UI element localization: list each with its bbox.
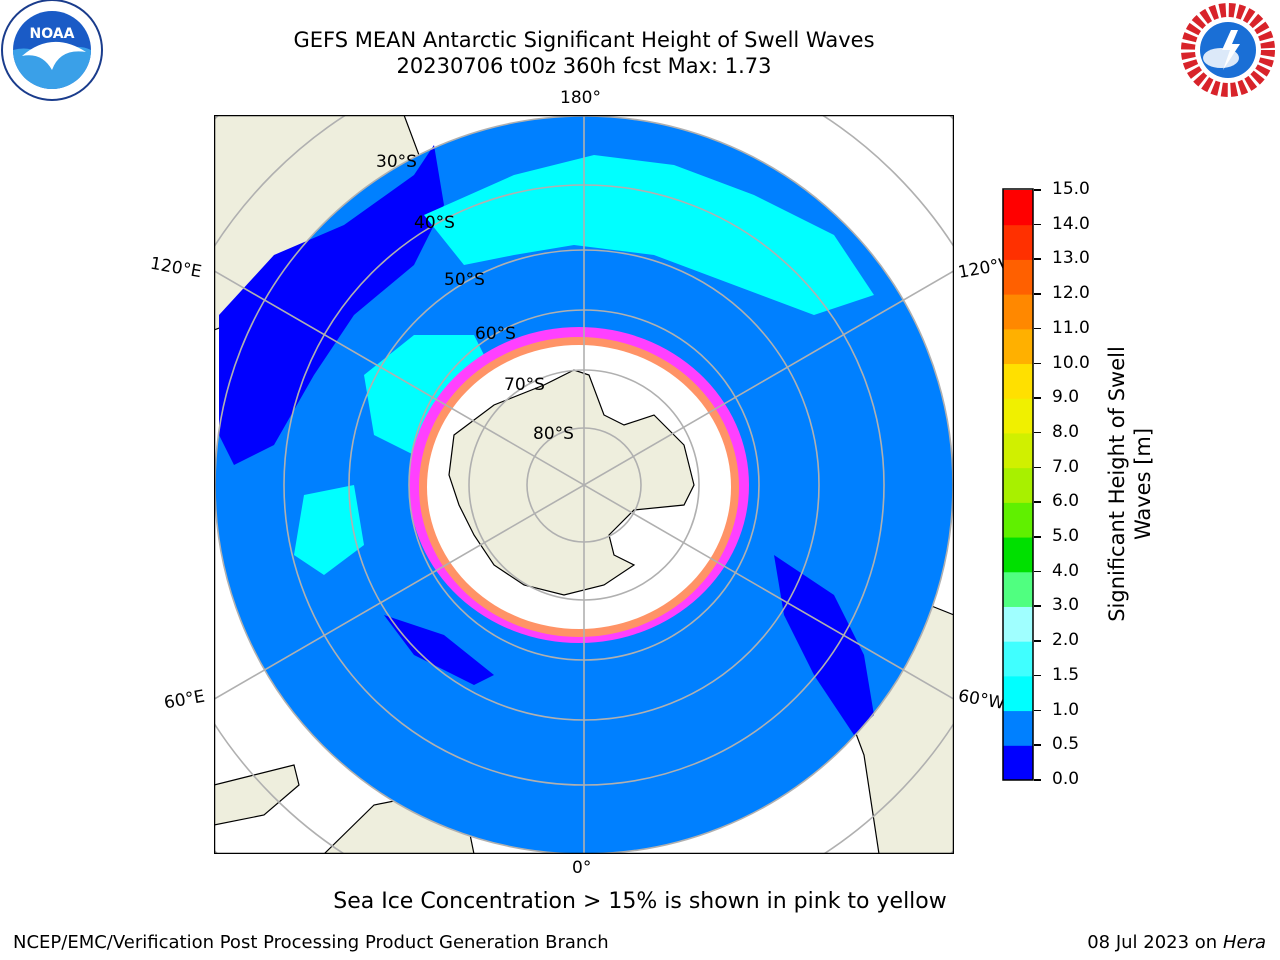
colorbar-tick-mark [1034,293,1041,295]
noaa-logo-text: NOAA [30,26,75,42]
colorbar-box-6 [1003,537,1033,573]
colorbar-tick-mark [1034,570,1041,573]
parallel-label-80s: 80°S [533,424,574,444]
colorbar-tick-label: 8.0 [1052,421,1080,442]
colorbar-box-10 [1003,398,1033,434]
colorbar-tick-label: 5.0 [1052,526,1080,547]
colorbar-label-line1: Significant Height of Swell [1105,346,1129,622]
noaa-logo: NOAA [1,0,103,101]
colorbar-tick-mark [1034,466,1041,469]
parallel-label-60s: 60°S [475,324,516,344]
colorbar-label-line2: Waves [m] [1131,427,1155,541]
colorbar-tick-mark [1034,189,1041,191]
colorbar-tick-label: 14.0 [1052,213,1090,234]
colorbar-box-2 [1003,675,1033,712]
colorbar [1002,188,1034,781]
swell-low-region-east [774,555,874,735]
swell-mid-region-north [424,155,874,315]
colorbar-tick-mark [1034,744,1041,746]
colorbar-box-9 [1003,432,1033,469]
credit-left: NCEP/EMC/Verification Post Processing Pr… [13,932,609,953]
colorbar-box-7 [1003,502,1033,538]
colorbar-tick-mark [1034,431,1041,434]
colorbar-tick-mark [1034,258,1041,260]
colorbar-tick-mark [1034,362,1041,365]
meridian-label-60e: 60°E [162,686,207,714]
colorbar-box-3 [1003,641,1033,677]
swell-low-region-west [219,145,444,465]
meridian-label-60w: 60°W [956,686,1007,714]
colorbar-tick-mark [1034,640,1041,642]
colorbar-tick-label: 0.5 [1052,734,1080,755]
colorbar-tick-mark [1034,501,1041,503]
colorbar-tick-mark [1034,327,1041,330]
colorbar-tick-label: 4.0 [1052,560,1080,581]
sea-ice-note: Sea Ice Concentration > 15% is shown in … [333,889,947,914]
colorbar-tick-mark [1034,397,1041,399]
swell-mid-region-sw [294,485,364,575]
colorbar-box-1 [1003,710,1033,746]
nws-logo [1178,0,1278,100]
colorbar-tick-label: 3.0 [1052,595,1080,616]
parallel-label-50s: 50°S [444,270,485,290]
credit-right: 08 Jul 2023 on Hera [1087,932,1266,953]
colorbar-tick-label: 10.0 [1052,352,1090,373]
colorbar-tick-label: 7.0 [1052,456,1080,477]
colorbar-box-12 [1003,328,1033,365]
meridian-label-0: 0° [572,858,592,878]
colorbar-box-11 [1003,363,1033,399]
colorbar-box-16 [1003,190,1033,226]
colorbar-tick-label: 1.0 [1052,699,1080,720]
parallel-label-40s: 40°S [414,213,455,233]
colorbar-box-5 [1003,571,1033,607]
swell-low-region-south [384,615,494,685]
colorbar-tick-mark [1034,674,1041,677]
colorbar-label: Significant Height of Swell Waves [m] [1104,346,1156,622]
colorbar-tick-label: 9.0 [1052,387,1080,408]
colorbar-box-13 [1003,294,1033,330]
colorbar-tick-label: 0.0 [1052,769,1080,789]
meridian-label-120e: 120°E [148,253,204,283]
credit-system: Hera [1222,932,1266,953]
title-line-1: GEFS MEAN Antarctic Significant Height o… [293,28,875,52]
colorbar-tick-label: 1.5 [1052,664,1080,685]
colorbar-tick-label: 13.0 [1052,248,1090,269]
parallel-label-70s: 70°S [504,375,545,395]
colorbar-box-0 [1003,745,1033,781]
colorbar-box-14 [1003,259,1033,295]
colorbar-tick-mark [1034,709,1041,712]
colorbar-tick-mark [1034,536,1041,538]
parallel-label-30s: 30°S [376,152,417,172]
meridian-label-180: 180° [560,88,601,108]
colorbar-box-8 [1003,467,1033,503]
polar-map [214,115,954,854]
colorbar-tick-label: 12.0 [1052,283,1090,304]
colorbar-tick-mark [1034,779,1041,781]
colorbar-box-4 [1003,606,1033,642]
title-line-2: 20230706 t00z 360h fcst Max: 1.73 [396,54,772,78]
colorbar-tick-label: 11.0 [1052,317,1090,338]
colorbar-tick-label: 15.0 [1052,179,1090,199]
colorbar-tick-label: 6.0 [1052,491,1080,512]
colorbar-tick-mark [1034,223,1041,226]
colorbar-tick-mark [1034,605,1041,607]
colorbar-box-15 [1003,224,1033,260]
colorbar-tick-label: 2.0 [1052,630,1080,651]
credit-date: 08 Jul 2023 on [1087,932,1218,953]
